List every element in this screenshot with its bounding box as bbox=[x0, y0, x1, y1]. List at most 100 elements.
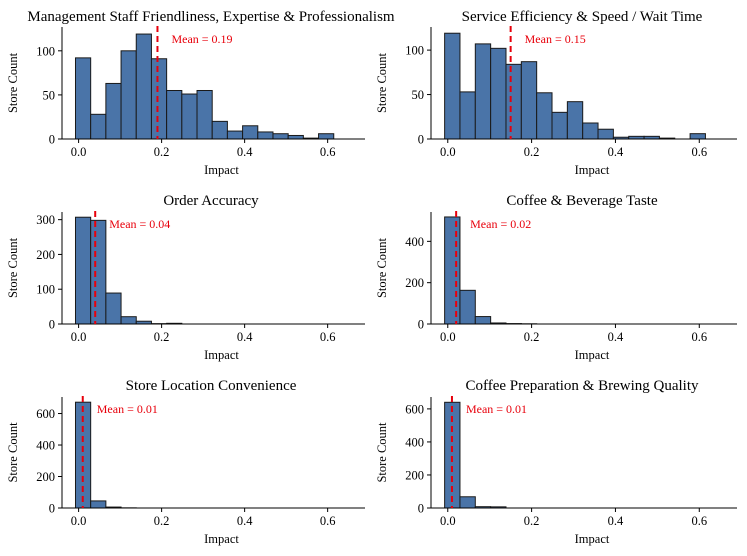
histogram-bar bbox=[74, 216, 92, 325]
x-tick-label: 0.4 bbox=[237, 145, 253, 159]
histogram-bar bbox=[536, 92, 553, 140]
histogram-bar bbox=[196, 89, 213, 140]
x-tick-label: 0.0 bbox=[71, 330, 87, 344]
x-tick-label: 0.2 bbox=[154, 145, 170, 159]
y-tick-label: 0 bbox=[418, 318, 424, 332]
histogram-bar bbox=[74, 57, 92, 140]
y-tick-label: 100 bbox=[36, 44, 55, 58]
y-tick-label: 50 bbox=[43, 88, 56, 102]
histogram-bar bbox=[211, 120, 228, 140]
x-tick-label: 0.2 bbox=[524, 514, 540, 528]
chart-title: Store Location Convenience bbox=[126, 378, 297, 394]
x-tick-label: 0.0 bbox=[71, 514, 87, 528]
mean-label: Mean = 0.01 bbox=[97, 402, 158, 416]
histogram-panel-2: Service Efficiency & Speed / Wait Time 0.… bbox=[375, 9, 737, 177]
histogram-panel-4: Coffee & Beverage Taste 0.0 0.2 0.4 0.6 0 200 4… bbox=[375, 193, 737, 362]
histogram-bar bbox=[520, 61, 538, 140]
y-tick-label: 400 bbox=[405, 435, 424, 449]
histogram-bar bbox=[459, 289, 476, 325]
histogram-bar bbox=[90, 219, 107, 325]
x-tick-label: 0.6 bbox=[691, 330, 707, 344]
histogram-bar bbox=[105, 82, 122, 140]
histogram-bar bbox=[444, 32, 461, 140]
histogram-bar bbox=[505, 63, 522, 140]
histogram-bar bbox=[459, 496, 476, 509]
histogram-bar bbox=[135, 33, 152, 140]
y-tick-label: 600 bbox=[405, 402, 424, 416]
x-tick-label: 0.4 bbox=[237, 330, 253, 344]
y-axis-label: Store Count bbox=[375, 422, 389, 483]
x-tick-label: 0.0 bbox=[440, 514, 456, 528]
x-tick-label: 0.0 bbox=[440, 330, 456, 344]
histogram-bar bbox=[120, 50, 137, 140]
histogram-bar bbox=[272, 133, 289, 140]
x-tick-label: 0.6 bbox=[691, 145, 707, 159]
y-tick-label: 600 bbox=[36, 407, 55, 421]
y-tick-label: 200 bbox=[36, 470, 55, 484]
histogram-panel-6: Coffee Preparation & Brewing Quality 0.0 0… bbox=[375, 378, 737, 546]
histogram-bar bbox=[582, 122, 599, 140]
histogram-bar bbox=[318, 133, 335, 140]
x-tick-label: 0.4 bbox=[608, 514, 624, 528]
y-axis-label: Store Count bbox=[375, 52, 389, 113]
histogram-bar bbox=[181, 93, 198, 140]
histogram-bar bbox=[257, 131, 274, 140]
y-tick-label: 0 bbox=[49, 502, 55, 516]
y-tick-label: 300 bbox=[36, 213, 55, 227]
x-axis-label: Impact bbox=[204, 348, 239, 362]
x-tick-label: 0.4 bbox=[608, 145, 624, 159]
histogram-bar bbox=[474, 43, 492, 140]
histogram-bar bbox=[166, 89, 183, 140]
x-tick-label: 0.4 bbox=[237, 514, 253, 528]
mean-label: Mean = 0.02 bbox=[470, 217, 531, 231]
chart-title: Order Accuracy bbox=[163, 193, 259, 209]
x-axis-label: Impact bbox=[575, 348, 610, 362]
x-axis-label: Impact bbox=[575, 532, 610, 546]
x-tick-label: 0.6 bbox=[320, 145, 336, 159]
histogram-panel-3: Order Accuracy 0.0 0.2 0.4 0.6 0 100 200 300 Impa… bbox=[6, 193, 365, 362]
mean-label: Mean = 0.15 bbox=[525, 32, 586, 46]
mean-label: Mean = 0.19 bbox=[171, 32, 232, 46]
mean-label: Mean = 0.04 bbox=[109, 217, 170, 231]
y-tick-label: 0 bbox=[418, 502, 424, 516]
histogram-bar bbox=[597, 128, 614, 140]
mean-label: Mean = 0.01 bbox=[466, 402, 527, 416]
x-tick-label: 0.4 bbox=[608, 330, 624, 344]
x-tick-label: 0.2 bbox=[524, 330, 540, 344]
histogram-bar bbox=[459, 91, 476, 140]
histogram-bar bbox=[105, 292, 122, 325]
histogram-bar bbox=[689, 133, 706, 140]
x-axis-label: Impact bbox=[204, 532, 239, 546]
y-tick-label: 0 bbox=[49, 133, 55, 147]
histogram-bar bbox=[566, 101, 584, 140]
y-tick-label: 400 bbox=[36, 439, 55, 453]
histogram-bar bbox=[287, 134, 304, 140]
x-tick-label: 0.6 bbox=[320, 330, 336, 344]
x-tick-label: 0.2 bbox=[524, 145, 540, 159]
y-tick-label: 0 bbox=[418, 133, 424, 147]
histogram-bar bbox=[490, 47, 507, 140]
histogram-panel-1: Management Staff Friendliness, Expertise… bbox=[6, 9, 395, 177]
histogram-bar bbox=[90, 113, 107, 140]
y-tick-label: 200 bbox=[405, 276, 424, 290]
x-tick-label: 0.2 bbox=[154, 330, 170, 344]
histogram-bar bbox=[90, 500, 107, 509]
histogram-bar bbox=[120, 316, 137, 325]
chart-title: Management Staff Friendliness, Expertise… bbox=[27, 9, 394, 25]
histogram-panel-5: Store Location Convenience 0.0 0.2 0.4 0.6 0 2… bbox=[6, 378, 365, 546]
y-tick-label: 100 bbox=[405, 44, 424, 58]
histogram-bar bbox=[444, 216, 461, 325]
histogram-bar bbox=[242, 125, 259, 140]
y-tick-label: 400 bbox=[405, 235, 424, 249]
chart-title: Service Efficiency & Speed / Wait Time bbox=[462, 9, 703, 25]
y-tick-label: 100 bbox=[36, 283, 55, 297]
histogram-bar bbox=[474, 316, 492, 325]
y-tick-label: 200 bbox=[405, 468, 424, 482]
y-tick-label: 50 bbox=[412, 88, 425, 102]
chart-title: Coffee & Beverage Taste bbox=[506, 193, 658, 209]
x-tick-label: 0.0 bbox=[440, 145, 456, 159]
y-axis-label: Store Count bbox=[6, 422, 20, 483]
x-tick-label: 0.0 bbox=[71, 145, 87, 159]
chart-title: Coffee Preparation & Brewing Quality bbox=[466, 378, 699, 394]
